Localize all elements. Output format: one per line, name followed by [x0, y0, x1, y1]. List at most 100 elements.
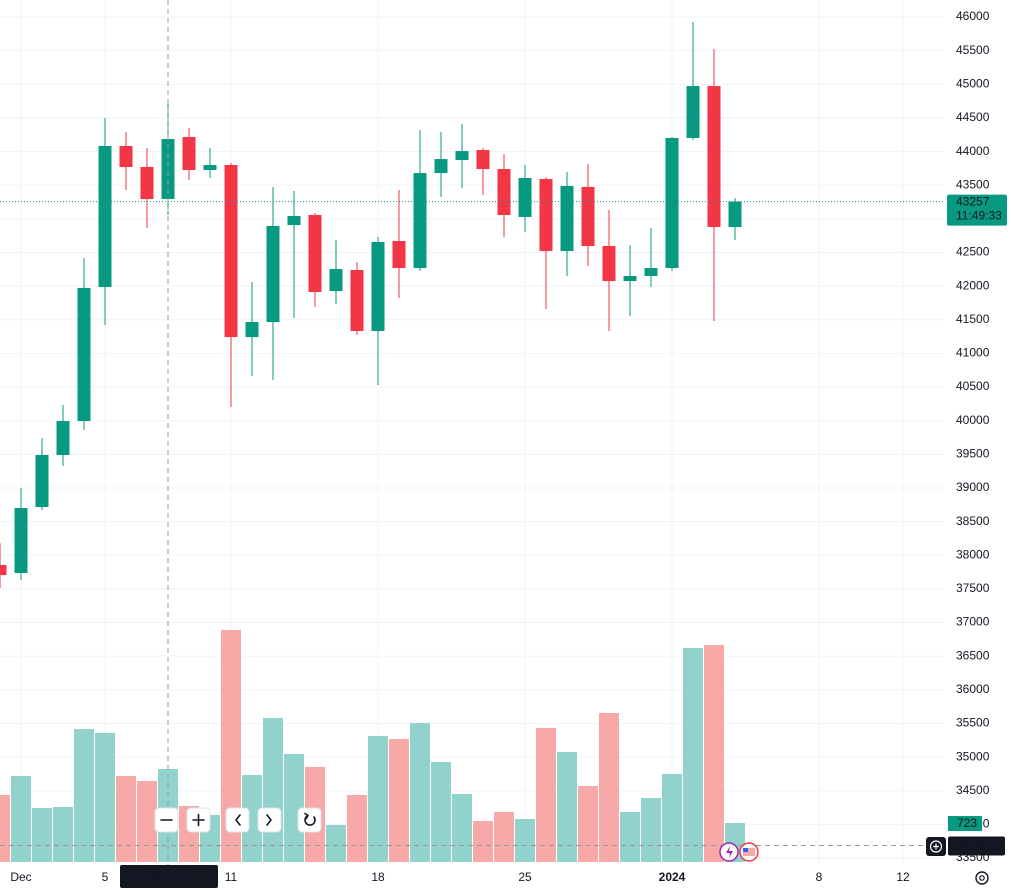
candle-body	[476, 150, 490, 170]
volume-bar	[578, 785, 598, 862]
candle-body	[350, 269, 364, 332]
y-tick-label: 39000	[956, 480, 990, 494]
axes: 3350034000345003500035500360003650037000…	[10, 9, 1007, 888]
last-volume-tag	[948, 816, 982, 832]
volume-bar	[263, 717, 283, 862]
volume-pane	[0, 630, 745, 862]
x-tick-label: 5	[102, 870, 109, 884]
candle-body	[686, 86, 700, 138]
candle-body	[287, 216, 301, 226]
y-tick-label: 41500	[956, 312, 990, 326]
candle-body	[518, 178, 532, 217]
candle-body	[35, 455, 49, 508]
y-tick-label: 39500	[956, 447, 990, 461]
y-tick-label: 46000	[956, 9, 990, 23]
candle-body	[119, 145, 133, 167]
zoom-out-button[interactable]	[154, 807, 179, 833]
overlay	[0, 0, 945, 865]
x-tick-label: 8	[816, 870, 823, 884]
candle-body	[0, 565, 7, 576]
zoom-in-button[interactable]	[186, 807, 211, 833]
volume-bar	[452, 793, 472, 862]
candle-body	[497, 169, 511, 216]
reset-chart-button[interactable]	[297, 807, 322, 833]
volume-bar	[620, 811, 640, 862]
y-tick-label: 38000	[956, 547, 990, 561]
crosshair-price-tag	[948, 836, 1005, 856]
candle-body	[14, 508, 28, 574]
x-tick-label: 12	[896, 870, 910, 884]
y-tick-label: 36000	[956, 682, 990, 696]
y-tick-label: 38500	[956, 514, 990, 528]
candle-body	[98, 145, 112, 288]
crosshair-add-button[interactable]	[926, 837, 946, 856]
candle-body	[161, 138, 175, 200]
y-tick-label: 40500	[956, 379, 990, 393]
y-tick-label: 37500	[956, 581, 990, 595]
y-tick-label: 40000	[956, 413, 990, 427]
volume-bar	[347, 794, 367, 862]
volume-bar	[116, 776, 136, 862]
candle-body	[623, 275, 637, 282]
candle-body	[371, 242, 385, 332]
volume-bar	[515, 818, 535, 862]
volume-bar	[557, 751, 577, 862]
volume-bar	[683, 648, 703, 862]
candle-body	[728, 201, 742, 227]
candle-body	[644, 268, 658, 276]
candle-body	[77, 288, 91, 422]
candle-body	[413, 173, 427, 269]
candle-body	[56, 421, 70, 456]
scroll-right-button[interactable]	[257, 807, 282, 833]
price-pane	[0, 22, 742, 589]
y-tick-label: 35000	[956, 749, 990, 763]
event-icons[interactable]	[719, 842, 759, 862]
candle-body	[392, 240, 406, 269]
volume-bar	[0, 794, 10, 862]
y-tick-label: 42500	[956, 245, 990, 259]
y-tick-label: 44000	[956, 144, 990, 158]
crosshair-date-tag	[120, 865, 218, 888]
volume-bar	[326, 825, 346, 862]
x-tick-label: 18	[371, 870, 385, 884]
y-tick-label: 41000	[956, 346, 990, 360]
volume-bar	[74, 729, 94, 862]
candle-body	[203, 165, 217, 171]
candle-body	[707, 86, 721, 227]
volume-bar	[704, 644, 724, 862]
settings-button[interactable]	[975, 871, 989, 885]
y-tick-label: 44500	[956, 110, 990, 124]
candle-body	[665, 137, 679, 269]
countdown-label: 11:49:33	[956, 209, 1002, 223]
volume-bar	[11, 776, 31, 862]
volume-bar	[137, 780, 157, 862]
candle-body	[455, 151, 469, 160]
y-tick-label: 36500	[956, 648, 990, 662]
volume-bar	[284, 753, 304, 862]
volume-bar	[221, 630, 241, 862]
volume-bar	[410, 722, 430, 862]
scroll-left-button[interactable]	[225, 807, 250, 833]
volume-bar	[431, 762, 451, 862]
x-tick-label: Dec	[10, 870, 31, 884]
volume-bar	[536, 727, 556, 862]
candle-body	[245, 321, 259, 338]
candle-body	[308, 215, 322, 292]
volume-bar	[389, 738, 409, 862]
volume-bar	[368, 735, 388, 862]
chart-toolbar	[154, 807, 322, 833]
last-price-tag	[947, 194, 1007, 226]
candle-body	[266, 225, 280, 322]
volume-bar	[599, 713, 619, 862]
crosshair-date-label: Fri 08 Dec '23	[132, 869, 207, 883]
y-tick-label: 37000	[956, 615, 990, 629]
candle-body	[581, 186, 595, 247]
y-tick-label: 45500	[956, 43, 990, 57]
volume-bar	[32, 807, 52, 862]
y-tick-label: 35500	[956, 716, 990, 730]
candle-body	[140, 166, 154, 200]
crosshair-price-label: 33685	[956, 839, 990, 853]
candle-body	[434, 159, 448, 174]
x-tick-label: 2024	[659, 870, 686, 884]
